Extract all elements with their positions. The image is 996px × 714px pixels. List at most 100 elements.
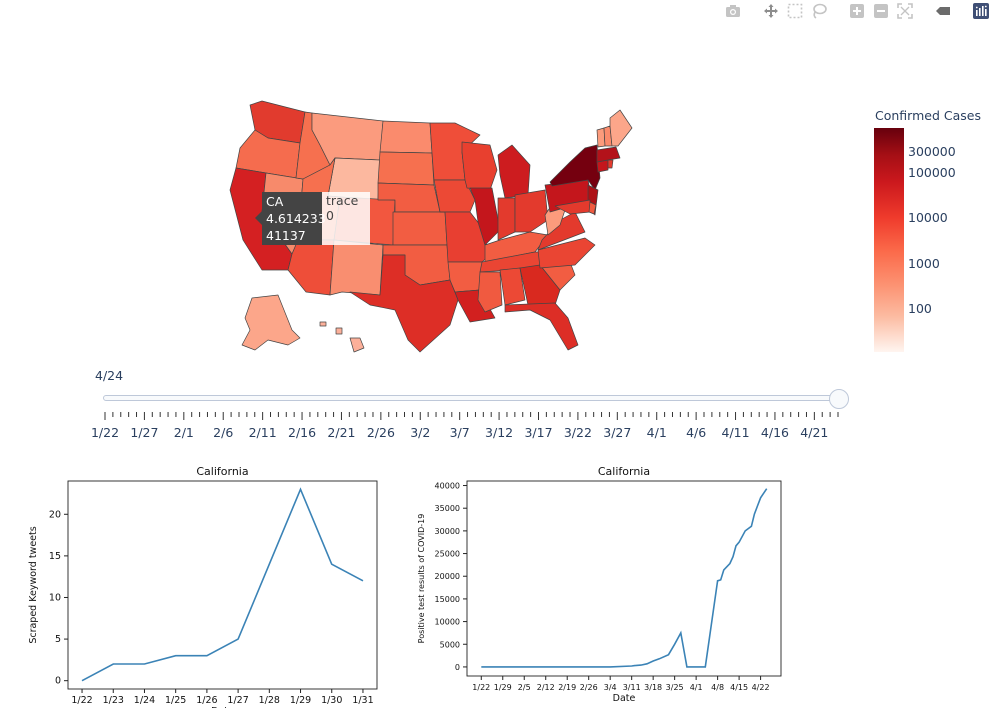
slider-step-label[interactable]: 2/11 [248,425,277,440]
y-tick-label: 0 [455,663,460,672]
lasso-icon[interactable] [810,2,828,20]
plot-frame [67,480,378,690]
x-tick-label: 1/25 [165,695,186,706]
colorbar-tick: 100000 [908,165,956,180]
plotly-logo-icon[interactable] [972,2,990,20]
state-AL [499,267,526,306]
y-tick-label: 20 [49,509,61,520]
y-tick-label: 15000 [435,595,460,604]
x-tick-label: 3/25 [666,683,684,692]
slider-step-label[interactable]: 3/7 [449,425,470,440]
state-FL [504,302,579,351]
y-axis-label: Positive test results of COVID-19 [418,514,426,644]
colorbar [874,128,904,352]
plot-frame [466,480,782,677]
slider-rail[interactable] [103,395,847,401]
hover-trace-name: trace 0 [322,192,370,245]
y-tick-label: 30000 [435,527,460,536]
hover-label: CA 4.614233 41137 [262,192,326,245]
state-SD [377,151,435,186]
slider-step-label[interactable]: 4/21 [800,425,829,440]
colorbar-tick: 100 [908,301,932,316]
state-ND [379,120,433,154]
y-tick-label: 5000 [440,640,460,649]
zoom-out-icon[interactable] [872,2,890,20]
x-axis-label: Date [211,706,234,708]
slider-step-label[interactable]: 4/16 [760,425,789,440]
state-ME [609,109,633,147]
slider-step-label[interactable]: 3/2 [410,425,431,440]
slider-step-label[interactable]: 3/17 [524,425,553,440]
state-OH [514,189,549,233]
chart-title: California [598,465,650,478]
autoscale-icon[interactable] [896,2,914,20]
hover-log-value: 4.614233 [266,211,326,226]
slider-step-label[interactable]: 4/11 [721,425,750,440]
x-tick-label: 1/24 [134,695,155,706]
state-TX [349,254,459,353]
x-tick-label: 1/23 [103,695,124,706]
tweets-line-chart: California 0 5 10 15 20 1/22 1/23 1/24 1/25 1/26 1/… [28,465,378,708]
state-NY [549,144,601,191]
y-tick-label: 25000 [435,550,460,559]
slider-step-label[interactable]: 2/21 [327,425,356,440]
state-VT [596,127,606,148]
x-tick-label: 4/15 [730,683,748,692]
slider-grip[interactable] [829,389,849,409]
slider-step-label[interactable]: 2/26 [366,425,395,440]
zoom-in-icon[interactable] [848,2,866,20]
slider-step-label[interactable]: 1/27 [130,425,159,440]
y-tick-label: 10000 [435,618,460,627]
state-MA [596,146,621,163]
state-NM [329,239,384,296]
series-line [81,487,364,682]
x-tick-label: 1/22 [472,683,490,692]
state-KS [392,211,448,246]
box-select-icon[interactable] [786,2,804,20]
slider-step-label[interactable]: 2/16 [287,425,317,440]
x-tick-label: 3/11 [623,683,641,692]
pan-icon[interactable] [762,2,780,20]
series-line [481,488,768,668]
state-AZ [287,239,335,296]
slider-ticks [104,412,839,420]
hover-state: CA [266,194,284,209]
state-NC [537,237,596,269]
colorbar-tick: 10000 [908,210,948,225]
x-tick-label: 2/26 [580,683,598,692]
x-tick-label: 1/31 [352,695,373,706]
state-AR [447,261,483,293]
positive-tests-line-chart: California 0 5000 10000 15000 20000 25000 30000… [418,465,782,704]
y-tick-label: 40000 [435,482,460,491]
slider-step-label[interactable]: 3/12 [485,425,514,440]
x-tick-label: 4/1 [690,683,703,692]
x-tick-label: 2/12 [537,683,555,692]
x-tick-label: 2/5 [518,683,531,692]
slider-step-label[interactable]: 3/27 [603,425,632,440]
x-tick-label: 1/30 [321,695,342,706]
state-WI [461,141,498,191]
slider-step-label[interactable]: 3/22 [563,425,592,440]
y-axis-label: Scraped Keyword tweets [28,526,39,643]
y-tick-label: 35000 [435,504,460,513]
x-tick-label: 1/29 [290,695,311,706]
colorbar-tick: 1000 [908,256,940,271]
state-IA [433,179,476,213]
state-HI [319,321,365,353]
y-tick-label: 15 [49,551,61,562]
hover-closest-icon[interactable] [934,2,952,20]
camera-icon[interactable] [724,2,742,20]
x-tick-label: 1/28 [259,695,280,706]
slider-step-label[interactable]: 2/6 [213,425,234,440]
x-tick-label: 2/19 [558,683,576,692]
slider-step-label[interactable]: 4/6 [686,425,707,440]
slider-step-label[interactable]: 1/22 [90,425,120,440]
slider-step-label[interactable]: 4/1 [646,425,667,440]
slider-step-label[interactable]: 2/1 [173,425,194,440]
hover-value: 41137 [266,228,306,243]
state-IN [497,197,516,241]
colorbar-tick: 300000 [908,144,956,159]
chart-title: California [196,465,248,478]
x-tick-label: 3/18 [644,683,662,692]
modebar [724,2,990,20]
